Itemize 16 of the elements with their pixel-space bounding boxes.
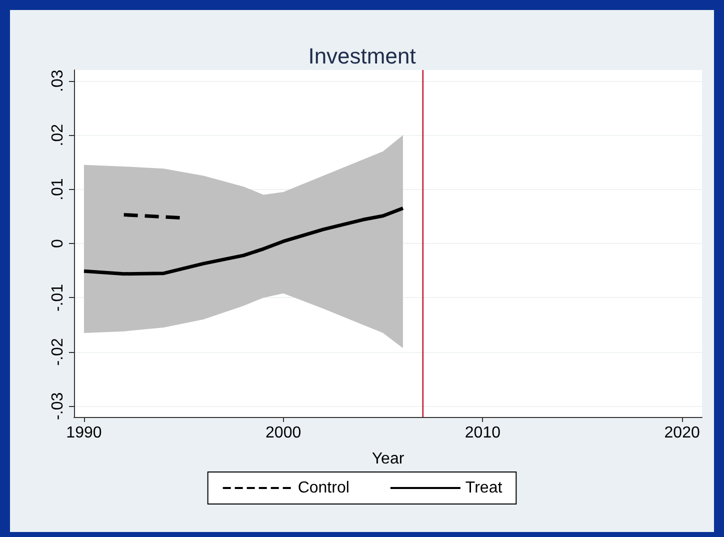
x-tick-label: 1990 xyxy=(66,424,102,442)
y-tick-label: -.03 xyxy=(50,392,66,420)
y-tick-label: -.02 xyxy=(50,338,66,366)
y-tick-label: .01 xyxy=(50,178,66,200)
y-tick-label: 0 xyxy=(50,238,66,248)
legend-label: Treat xyxy=(465,480,503,496)
x-tick-label: 2000 xyxy=(266,424,302,442)
y-tick-label: .02 xyxy=(50,124,66,146)
line-series xyxy=(82,206,405,276)
x-tick-label: 2010 xyxy=(464,424,501,442)
x-tick-label: 2020 xyxy=(664,424,700,442)
chart-title: Investment xyxy=(308,44,416,68)
y-tick-label: .03 xyxy=(50,70,66,92)
y-tick-label: -.01 xyxy=(50,284,66,312)
legend-label: Control xyxy=(298,480,350,496)
x-axis-title: Year xyxy=(372,450,405,468)
